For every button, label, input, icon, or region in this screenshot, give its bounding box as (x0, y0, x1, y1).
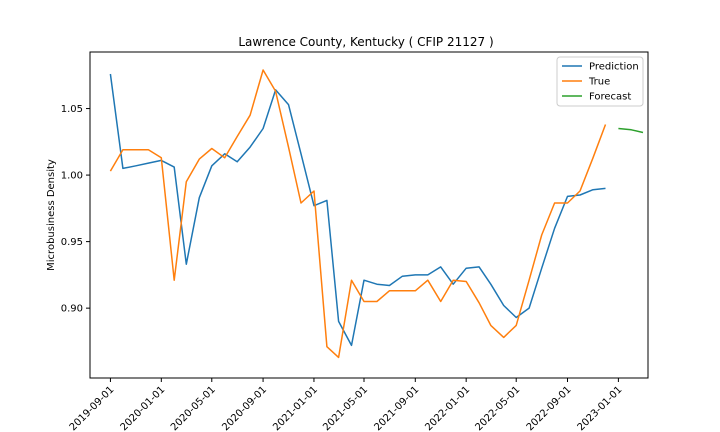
y-axis: 0.90 0.95 1.00 1.05 (61, 104, 90, 315)
x-axis: 2019-09-01 2020-01-01 2020-05-01 2020-09-01… (68, 378, 625, 432)
series-line-prediction (109, 73, 606, 347)
x-tick-label: 2019-09-01 (68, 384, 117, 432)
x-tick-label: 2022-01-01 (423, 384, 472, 432)
plot-area (109, 69, 644, 359)
x-tick-label: 2020-05-01 (169, 384, 218, 432)
x-tick-label: 2021-05-01 (321, 384, 370, 432)
x-tick-label: 2022-05-01 (473, 384, 522, 432)
chart-title: Lawrence County, Kentucky ( CFIP 21127 ) (238, 35, 493, 49)
legend: Prediction True Forecast (556, 56, 644, 107)
legend-label-prediction: Prediction (589, 62, 639, 73)
x-tick-label: 2020-09-01 (220, 384, 269, 432)
y-tick-label: 0.95 (61, 237, 83, 248)
y-tick-label: 0.90 (61, 304, 83, 315)
plot-frame (89, 51, 649, 379)
x-tick-label: 2021-09-01 (373, 384, 422, 432)
x-tick-label: 2021-01-01 (271, 384, 320, 432)
x-tick-label: 2023-01-01 (576, 384, 625, 432)
x-tick-label: 2020-01-01 (119, 384, 168, 432)
y-axis-label: Microbusiness Density (46, 159, 57, 271)
x-tick-label: 2022-09-01 (525, 384, 574, 432)
legend-box (556, 56, 644, 107)
legend-label-forecast: Forecast (589, 92, 631, 103)
series-line-forecast (618, 127, 644, 134)
y-tick-label: 1.00 (61, 171, 83, 182)
legend-label-true: True (588, 77, 610, 88)
series-line-true (109, 69, 607, 359)
y-tick-label: 1.05 (61, 104, 83, 115)
